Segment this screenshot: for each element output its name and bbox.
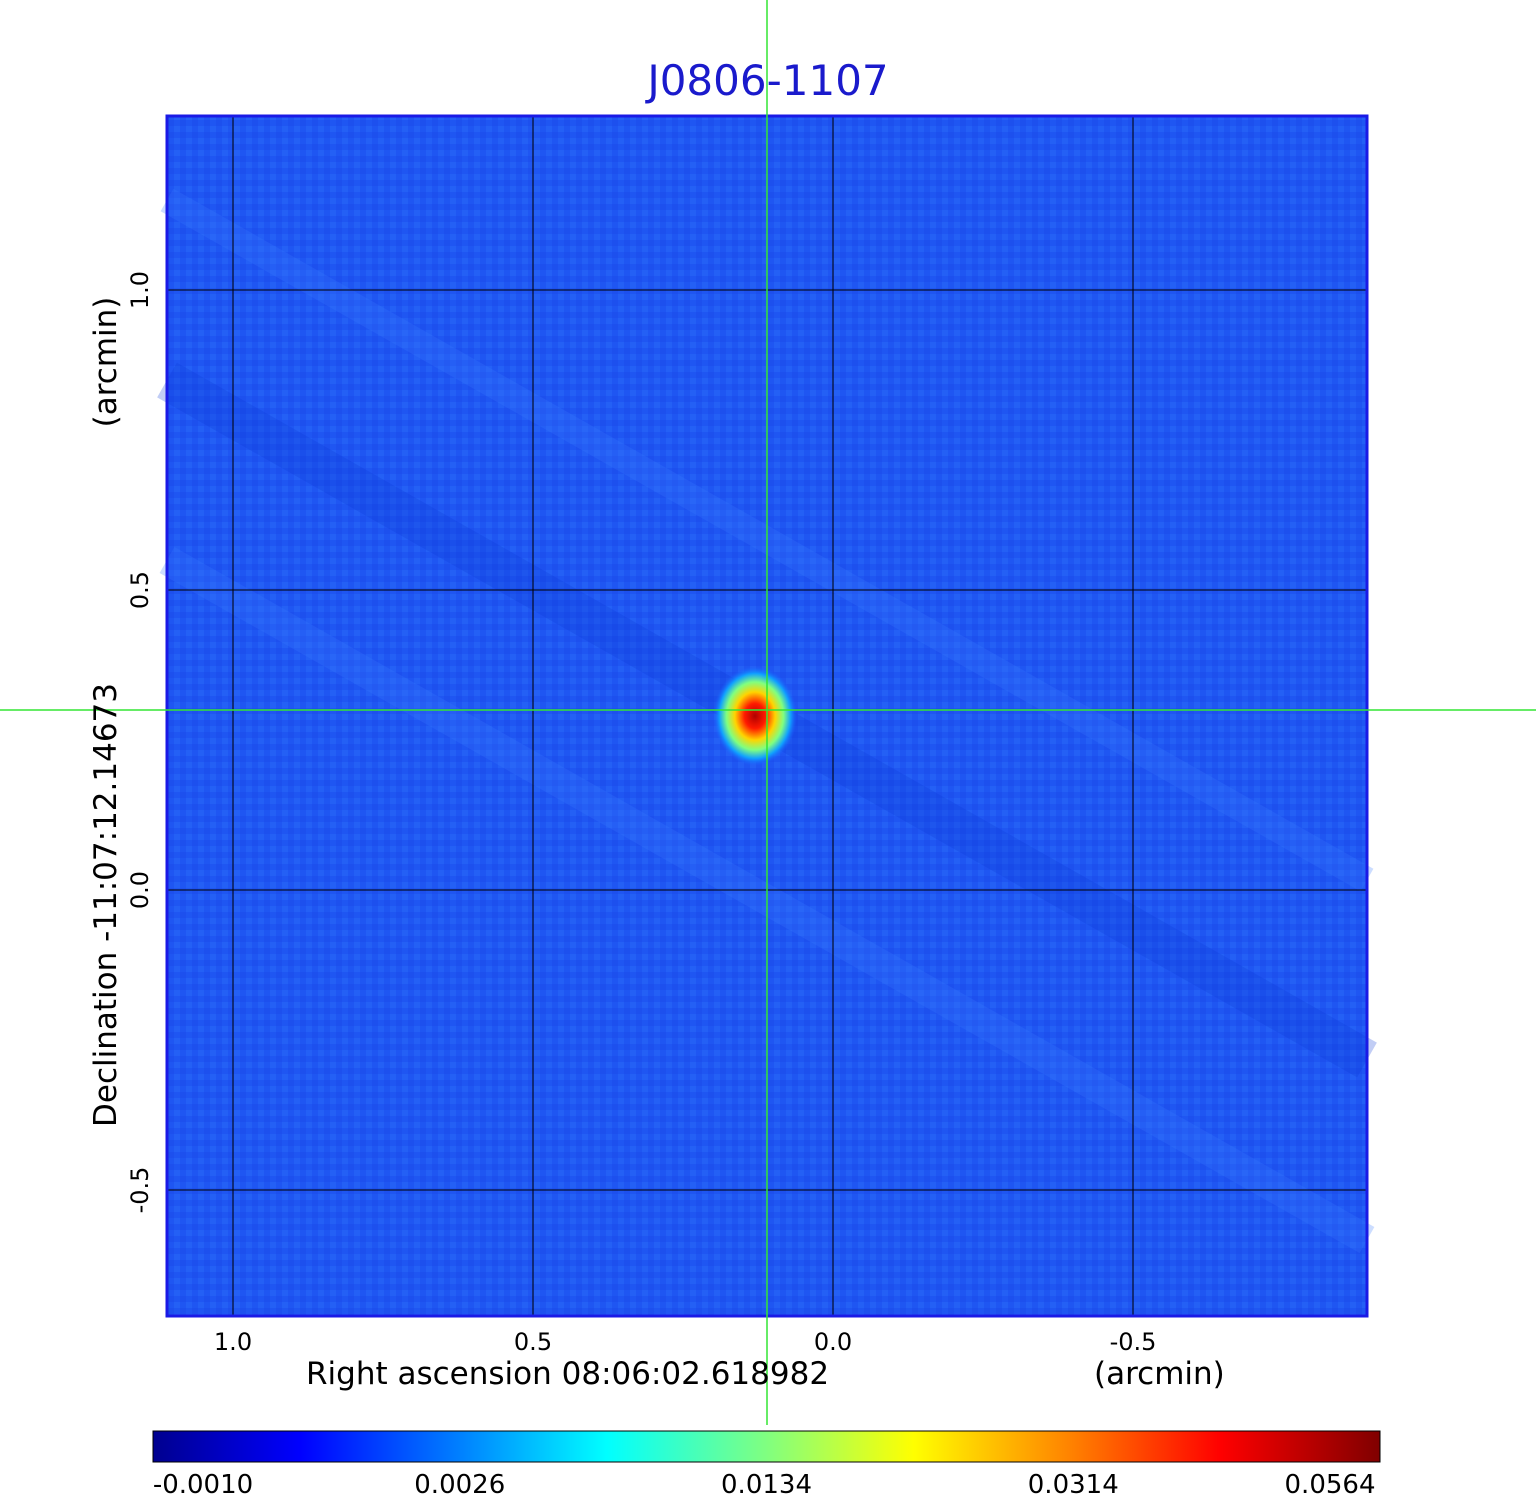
y-tick-label: 0.0: [126, 870, 154, 910]
colorbar-label: 0.0314: [1027, 1470, 1119, 1500]
y-tick-label: 1.0: [126, 270, 154, 310]
colorbar-label: -0.0010: [152, 1470, 254, 1500]
colorbar-label: 0.0564: [1284, 1470, 1376, 1500]
image-title: J0806-1107: [647, 56, 889, 105]
x-tick-label: 1.0: [213, 1328, 253, 1356]
colorbar-label: 0.0134: [721, 1470, 812, 1500]
colorbar: [152, 1430, 1381, 1463]
x-axis-unit: (arcmin): [1094, 1356, 1225, 1392]
radio-source: [713, 666, 797, 766]
y-tick-label: 0.5: [126, 570, 154, 610]
y-axis-unit: (arcmin): [88, 296, 124, 428]
x-axis-label: Right ascension 08:06:02.618982: [306, 1356, 830, 1392]
y-axis-label: Declination -11:07:12.14673: [88, 683, 124, 1127]
x-tick-label: 0.5: [513, 1328, 553, 1356]
y-tick-label: -0.5: [126, 1166, 154, 1214]
x-tick-label: 0.0: [813, 1328, 853, 1356]
colorbar-label: 0.0026: [414, 1470, 506, 1500]
x-tick-label: -0.5: [1109, 1328, 1157, 1356]
